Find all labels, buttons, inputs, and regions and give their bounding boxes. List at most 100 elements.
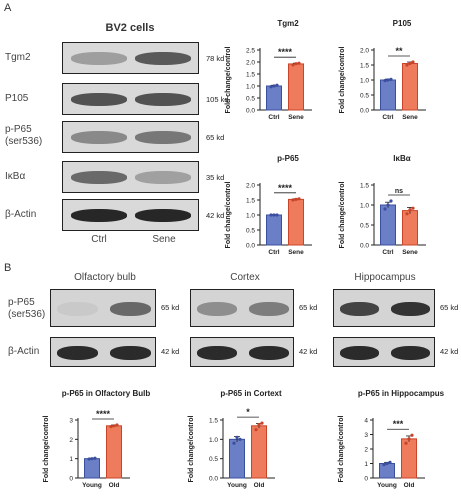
data-point <box>257 423 261 427</box>
chart-title: P105 <box>393 19 412 28</box>
y-tick-label: 0.0 <box>246 243 255 250</box>
band <box>135 131 191 144</box>
y-tick-label: 0.0 <box>360 243 369 250</box>
chart-0: Tgm2 Fold change/control 0.0 0.5 1.0 1.5 2.0 2.… <box>222 10 340 130</box>
data-point <box>291 63 295 67</box>
data-point <box>386 78 390 82</box>
bar-1 <box>288 63 304 111</box>
band <box>340 302 379 316</box>
chart-3: IκBα Fold change/control 0.0 0.5 1.0 1.5 Ctrl S… <box>336 145 458 265</box>
kd-label-b-0-0: 65 kd <box>161 303 180 312</box>
x-tick-label: Young <box>227 482 247 489</box>
y-tick-label: 2 <box>69 437 73 444</box>
sig-label: **** <box>278 183 293 193</box>
tissue-title-hippocampus: Hippocampus <box>354 272 416 283</box>
sig-label: ** <box>395 46 403 56</box>
band <box>135 171 191 184</box>
sig-label: **** <box>96 409 111 419</box>
data-point <box>411 60 415 64</box>
chart-svg: p-P65 in Hippocampus Fold change/control 0… <box>338 389 445 489</box>
bar-0 <box>380 204 396 246</box>
data-point <box>408 61 412 66</box>
data-point <box>389 77 393 81</box>
bar-1 <box>106 425 122 479</box>
row-label-actin-b: β-Actin <box>8 346 40 357</box>
x-tick-label: Sene <box>288 114 304 121</box>
band <box>249 346 289 360</box>
bar-0 <box>379 463 395 479</box>
band <box>249 302 289 316</box>
bar-0 <box>380 79 396 111</box>
band <box>71 209 127 222</box>
data-point <box>272 213 276 217</box>
chart-title: p-P65 in Olfactory Bulb <box>62 389 151 398</box>
kd-label-a-1: 105 kd <box>206 95 229 104</box>
data-point <box>269 213 273 217</box>
sig-label: * <box>246 407 250 417</box>
chart-svg: p-P65 Fold change/control 0.0 0.5 1.0 1.5 2.0 C… <box>225 154 312 256</box>
x-tick-label: Old <box>109 482 120 489</box>
x-tick-label: Sene <box>402 249 418 256</box>
data-point <box>238 437 242 441</box>
y-tick-label: 1.5 <box>360 183 369 190</box>
sig-label: **** <box>278 47 293 57</box>
data-point <box>297 61 301 65</box>
data-point <box>386 203 390 207</box>
chart-4: p-P65 in Olfactory Bulb Fold change/contr… <box>40 380 160 498</box>
data-point <box>388 460 392 464</box>
blot-b-0-2 <box>333 289 435 327</box>
kd-label-a-3: 35 kd <box>206 173 225 182</box>
y-tick-label: 1.0 <box>360 78 369 85</box>
data-point <box>405 212 409 216</box>
band <box>391 302 430 316</box>
x-tick-label: Ctrl <box>268 114 279 121</box>
band <box>197 346 237 360</box>
band <box>57 302 98 316</box>
data-point <box>385 461 389 466</box>
data-point <box>389 199 393 203</box>
y-tick-label: 1.5 <box>246 72 255 79</box>
data-point <box>269 85 273 89</box>
blot-a-3 <box>62 161 199 193</box>
blot-b-1-2 <box>333 337 435 367</box>
blot-a-2 <box>62 121 199 153</box>
data-point <box>383 207 387 211</box>
panel-b-letter: B <box>4 262 12 274</box>
chart-svg: p-P65 in Cortext Fold change/control 0.0 0.… <box>188 389 282 489</box>
data-point <box>382 463 386 467</box>
cell-title: BV2 cells <box>105 22 155 34</box>
data-point <box>297 197 301 201</box>
y-tick-label: 1.0 <box>246 213 255 220</box>
data-point <box>112 424 116 428</box>
bar-1 <box>251 425 267 479</box>
chart-svg: Tgm2 Fold change/control 0.0 0.5 1.0 1.5 2.0 2.… <box>225 19 312 121</box>
bar-1 <box>288 198 304 246</box>
y-tick-label: 1 <box>69 456 73 463</box>
row-label-4: β-Actin <box>5 209 37 220</box>
data-point <box>383 79 387 83</box>
y-tick-label: 1.5 <box>246 198 255 205</box>
x-tick-label: Old <box>254 482 265 489</box>
band <box>71 171 127 184</box>
row-label-0: Tgm2 <box>5 52 31 63</box>
band <box>57 346 98 360</box>
chart-6: p-P65 in Hippocampus Fold change/control 0… <box>335 380 455 498</box>
data-point <box>411 206 415 210</box>
chart-title: p-P65 in Cortext <box>220 389 282 398</box>
data-point <box>260 421 264 425</box>
row-label-1: P105 <box>5 93 29 104</box>
data-point <box>272 84 276 88</box>
x-tick-label: Ctrl <box>382 249 393 256</box>
blot-b-1-1 <box>190 337 294 367</box>
y-tick-label: 2.0 <box>246 183 255 190</box>
x-tick-label: Old <box>404 482 415 489</box>
bar-0 <box>229 438 245 479</box>
sig-label: *** <box>393 419 404 429</box>
bar-0 <box>266 214 282 246</box>
data-point <box>235 435 239 439</box>
data-point <box>275 83 279 87</box>
data-point <box>93 456 97 460</box>
band <box>135 209 191 222</box>
kd-label-b-1-2: 42 kd <box>440 347 459 356</box>
data-point <box>408 208 412 212</box>
